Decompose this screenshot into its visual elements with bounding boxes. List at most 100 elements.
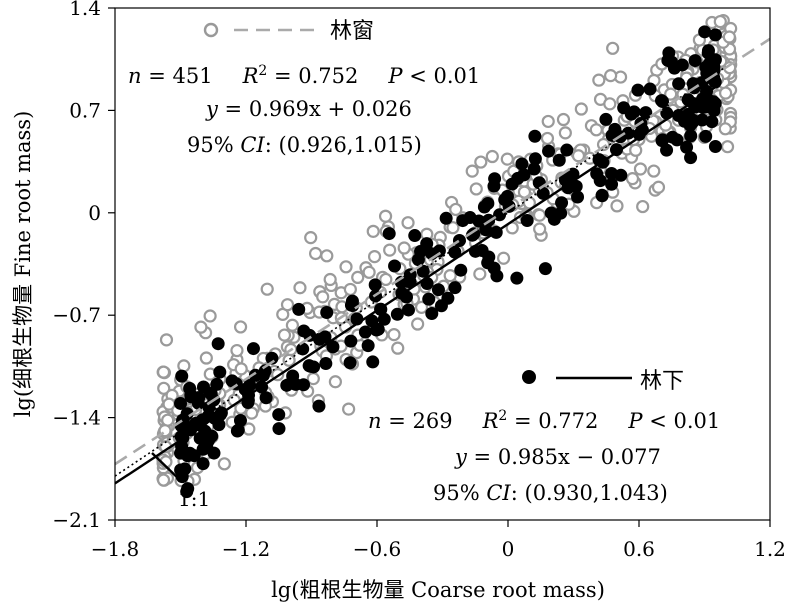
gap-equation: y = 0.969x + 0.026 xyxy=(205,97,412,121)
gap-point xyxy=(397,241,411,255)
y-axis-ticks: −2.1 −1.4 −0.7 0 0.7 1.4 xyxy=(52,0,115,532)
understory-point xyxy=(183,446,197,460)
gap-point xyxy=(387,328,401,342)
gap-point xyxy=(234,362,248,376)
gap-point xyxy=(541,114,555,129)
gap-point xyxy=(282,353,296,367)
understory-point xyxy=(296,342,310,356)
understory-point xyxy=(452,234,466,248)
understory-point xyxy=(481,196,495,210)
understory-point xyxy=(212,418,226,432)
understory-point xyxy=(500,189,514,203)
understory-point xyxy=(196,457,210,471)
understory-point xyxy=(684,129,698,143)
understory-point xyxy=(660,106,674,120)
gap-point xyxy=(571,149,586,163)
gap-point xyxy=(343,282,357,297)
gap-point xyxy=(177,359,191,373)
x-tick-label: 0 xyxy=(502,537,515,561)
understory-point xyxy=(319,357,333,371)
understory-point xyxy=(174,396,188,410)
understory-point xyxy=(706,72,720,86)
understory-point xyxy=(184,390,198,404)
gap-point xyxy=(277,328,292,342)
gap-point xyxy=(285,318,300,332)
gap-point xyxy=(720,140,735,154)
understory-point xyxy=(643,82,657,96)
understory-point xyxy=(708,140,722,154)
gap-point xyxy=(443,268,457,283)
understory-point xyxy=(343,356,357,370)
understory-point xyxy=(677,114,691,128)
gap-point xyxy=(629,143,643,157)
understory-point xyxy=(528,129,542,143)
understory-point xyxy=(174,463,188,477)
understory-point xyxy=(246,342,260,356)
understory-point xyxy=(422,292,436,306)
understory-point xyxy=(701,44,715,58)
understory-point xyxy=(667,61,681,75)
gap-point xyxy=(625,172,640,186)
understory-point xyxy=(684,151,698,165)
gap-point xyxy=(713,14,727,29)
gap-point xyxy=(203,309,217,323)
understory-point xyxy=(416,264,430,278)
gap-point xyxy=(379,272,393,287)
gap-point xyxy=(469,182,483,196)
understory-point xyxy=(312,399,326,413)
understory-point xyxy=(599,112,613,126)
x-tick-label: −1.2 xyxy=(222,537,271,561)
understory-point xyxy=(660,143,674,157)
understory-point xyxy=(439,211,453,225)
understory-point xyxy=(672,77,686,91)
understory-point xyxy=(595,188,609,202)
understory-point xyxy=(566,167,580,181)
understory-point xyxy=(698,25,712,39)
gap-legend-label: 林窗 xyxy=(330,19,374,44)
gap-point xyxy=(540,131,555,146)
understory-point xyxy=(605,177,619,191)
understory-point xyxy=(695,113,709,127)
gap-point xyxy=(217,457,231,471)
understory-point xyxy=(593,174,607,188)
understory-point xyxy=(411,253,425,267)
understory-point xyxy=(388,259,402,273)
understory-point xyxy=(665,130,679,144)
gap-point xyxy=(533,222,547,236)
gap-point xyxy=(474,155,488,169)
x-axis-label: lg(粗根生物量 Coarse root mass) xyxy=(271,578,605,602)
understory-point xyxy=(527,162,541,176)
y-tick-label: −1.4 xyxy=(52,406,101,430)
gap-point xyxy=(304,231,318,245)
understory-point xyxy=(656,133,670,147)
understory-point xyxy=(292,302,306,316)
gap-point xyxy=(556,112,571,127)
gap-point xyxy=(500,152,514,166)
gap-point xyxy=(718,122,732,136)
understory-point xyxy=(624,107,638,121)
understory-point xyxy=(520,213,534,227)
understory-ci: 95% CI: (0.930,1.043) xyxy=(433,481,668,505)
x-tick-label: 1.2 xyxy=(754,537,786,561)
gap-point xyxy=(558,126,572,140)
gap-point xyxy=(342,402,356,416)
gap-point xyxy=(157,381,171,395)
understory-point xyxy=(180,485,194,499)
gap-point xyxy=(366,224,380,238)
gap-point xyxy=(280,298,295,312)
gap-point xyxy=(323,272,337,287)
gap-point xyxy=(328,375,342,389)
one-to-one-pointer xyxy=(151,452,183,483)
gap-point xyxy=(574,102,588,116)
gap-point xyxy=(320,249,334,263)
understory-point xyxy=(699,129,713,143)
understory-point xyxy=(555,196,569,210)
understory-point xyxy=(705,115,719,129)
gap-point xyxy=(592,73,606,87)
gap-point xyxy=(194,320,208,334)
understory-point xyxy=(632,127,646,141)
understory-point xyxy=(708,96,722,110)
gap-point xyxy=(316,290,330,304)
understory-point xyxy=(243,378,257,392)
